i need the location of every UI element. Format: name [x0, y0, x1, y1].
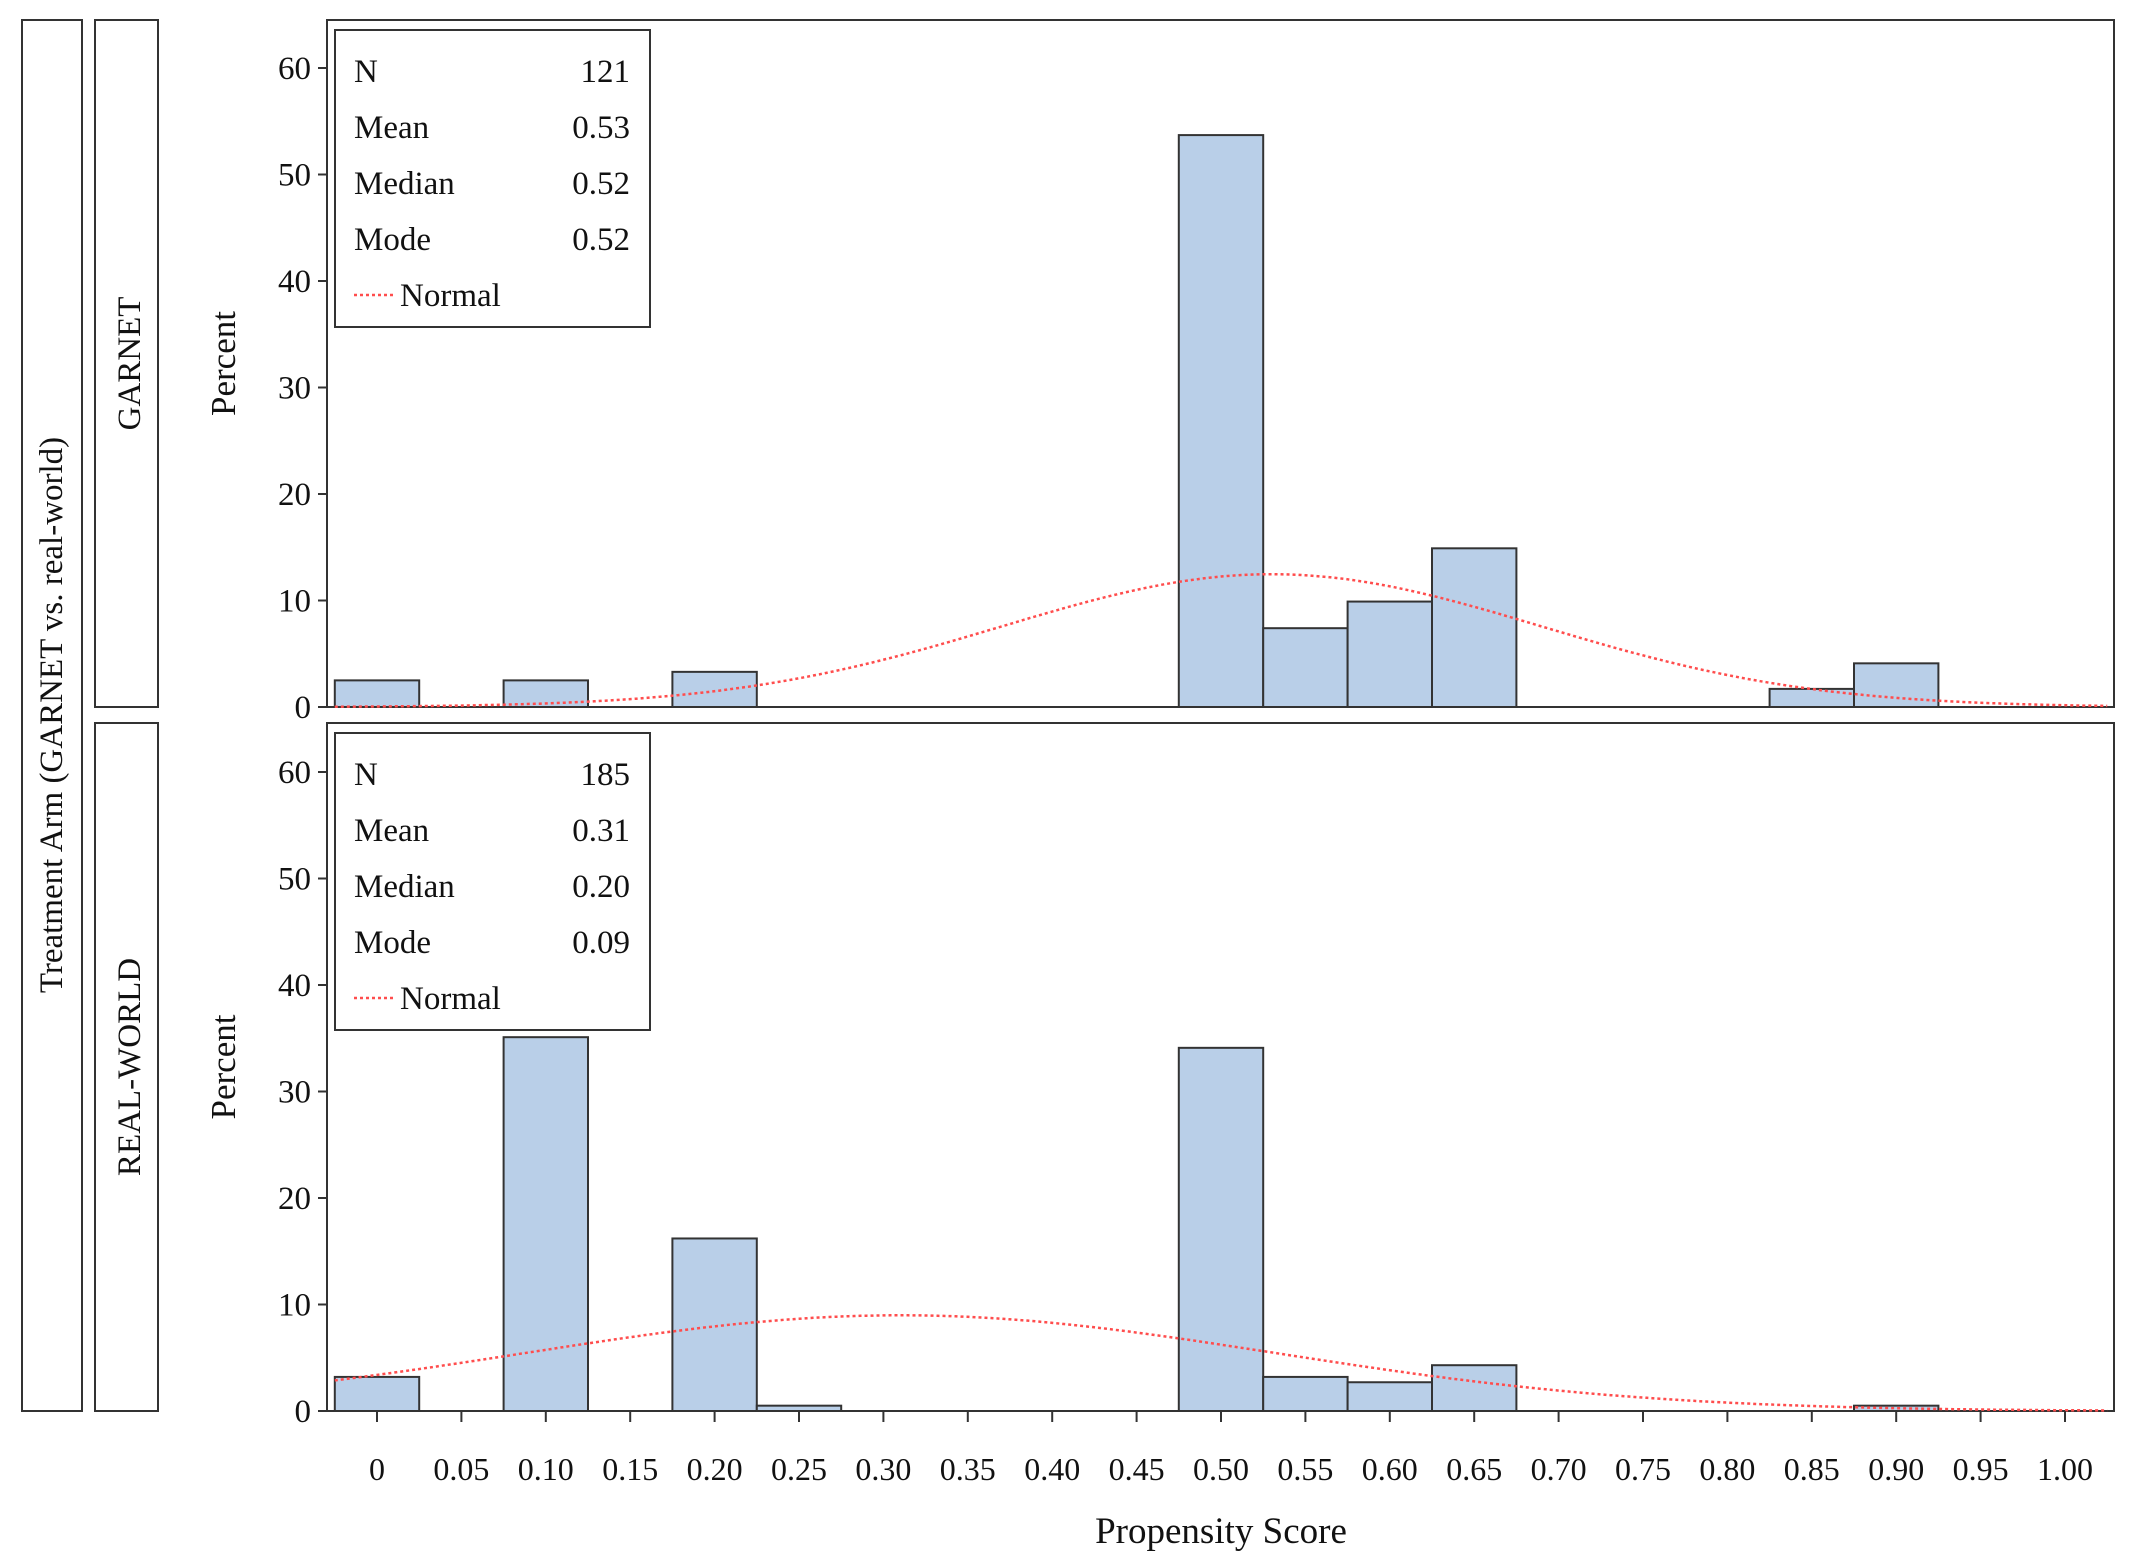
- histogram-bar: [1768, 687, 1855, 709]
- histogram-bar: [1853, 1404, 1940, 1413]
- x-tick-label: 0.05: [433, 1451, 489, 1487]
- histogram-bar: [1262, 1375, 1349, 1413]
- y-tick-label: 10: [278, 584, 311, 620]
- histogram-bar: [1853, 662, 1940, 709]
- histogram-bar: [671, 1237, 758, 1412]
- histogram-bar: [1262, 627, 1349, 708]
- histogram-bar: [1431, 547, 1518, 708]
- stat-label: N: [354, 757, 378, 793]
- histogram-bar: [1346, 600, 1433, 708]
- y-tick-label: 50: [278, 158, 311, 194]
- x-tick-label: 0.90: [1868, 1451, 1924, 1487]
- normal-curve: [334, 572, 2108, 708]
- panel-real-world: REAL-WORLD Percent 0 10 20 30 40 50 60 N 185 Mean 0.…: [94, 722, 2115, 1430]
- stats-legend: N 121 Mean 0.53 Median 0.52 Mode 0.52 Normal: [334, 29, 651, 328]
- x-tick-label: 0.60: [1362, 1451, 1418, 1487]
- histogram-bar: [671, 670, 758, 708]
- stat-value: 0.09: [572, 925, 630, 961]
- panel-strip: [94, 19, 159, 708]
- panel-strip: [94, 722, 159, 1412]
- row-header-box: [21, 19, 83, 1412]
- stat-label: Median: [354, 869, 455, 905]
- x-tick-label: 1.00: [2037, 1451, 2093, 1487]
- y-tick-label: 40: [278, 968, 311, 1004]
- legend-box: [334, 29, 651, 328]
- histogram-bar: [755, 1404, 843, 1413]
- y-axis-title: Percent: [204, 311, 243, 416]
- stat-value: 0.20: [572, 869, 630, 905]
- histogram-bar: [333, 1375, 421, 1413]
- x-tick-label: 0.45: [1109, 1451, 1165, 1487]
- x-tick-label: 0.40: [1024, 1451, 1080, 1487]
- panel-garnet: GARNET Percent 0 10 20 30 40 50 60 N 121 Mean 0.53 Me…: [94, 19, 2115, 726]
- stat-value: 0.52: [572, 222, 630, 258]
- y-tick-label: 20: [278, 1181, 311, 1217]
- x-tick-label: 0.25: [771, 1451, 827, 1487]
- y-tick-label: 50: [278, 862, 311, 898]
- x-tick-label: 0.15: [602, 1451, 658, 1487]
- x-tick-label: 0.75: [1615, 1451, 1671, 1487]
- stat-value: 0.52: [572, 166, 630, 202]
- stat-value: 121: [581, 54, 631, 90]
- legend-normal-label: Normal: [400, 278, 501, 314]
- y-tick-label: 40: [278, 264, 311, 300]
- x-tick-label: 0.80: [1699, 1451, 1755, 1487]
- y-tick-label: 0: [295, 1394, 312, 1430]
- y-tick-label: 20: [278, 477, 311, 513]
- histogram-bar: [502, 1036, 590, 1413]
- y-axis-title: Percent: [204, 1014, 243, 1119]
- stat-label: Mean: [354, 110, 429, 146]
- histogram-bar: [1431, 1364, 1518, 1412]
- x-tick-label: 0.50: [1193, 1451, 1249, 1487]
- panel-strip-label: GARNET: [112, 297, 148, 431]
- stat-label: Mode: [354, 222, 431, 258]
- stat-value: 0.31: [572, 813, 630, 849]
- x-tick-label: 0.70: [1531, 1451, 1587, 1487]
- stat-value: 0.53: [572, 110, 630, 146]
- stat-label: Mean: [354, 813, 429, 849]
- y-tick-label: 30: [278, 1075, 311, 1111]
- histogram-bar: [1177, 134, 1265, 709]
- stat-label: Median: [354, 166, 455, 202]
- x-tick-label: 0: [369, 1451, 385, 1487]
- y-tick-label: 30: [278, 371, 311, 407]
- stat-value: 185: [581, 757, 631, 793]
- y-tick-label: 0: [295, 690, 312, 726]
- legend-box: [334, 732, 651, 1031]
- x-tick-label: 0.95: [1953, 1451, 2009, 1487]
- histogram-bar: [333, 679, 421, 708]
- stat-label: Mode: [354, 925, 431, 961]
- x-tick-label: 0.35: [940, 1451, 996, 1487]
- histogram-bar: [1346, 1381, 1433, 1412]
- x-axis-title: Propensity Score: [1095, 1511, 1347, 1552]
- histogram-bar: [1177, 1046, 1265, 1412]
- legend-normal-label: Normal: [400, 981, 501, 1017]
- x-tick-label: 0.30: [855, 1451, 911, 1487]
- x-tick-label: 0.55: [1277, 1451, 1333, 1487]
- x-tick-label: 0.65: [1446, 1451, 1502, 1487]
- stats-legend: N 185 Mean 0.31 Median 0.20 Mode 0.09 Normal: [334, 732, 651, 1031]
- row-header-label: Treatment Arm (GARNET vs. real-world): [34, 437, 70, 993]
- y-tick-label: 10: [278, 1288, 311, 1324]
- stat-label: N: [354, 54, 378, 90]
- x-tick-label: 0.20: [687, 1451, 743, 1487]
- panel-strip-label: REAL-WORLD: [112, 958, 148, 1176]
- x-tick-label: 0.85: [1784, 1451, 1840, 1487]
- y-tick-label: 60: [278, 51, 311, 87]
- x-tick-label: 0.10: [518, 1451, 574, 1487]
- y-tick-label: 60: [278, 755, 311, 791]
